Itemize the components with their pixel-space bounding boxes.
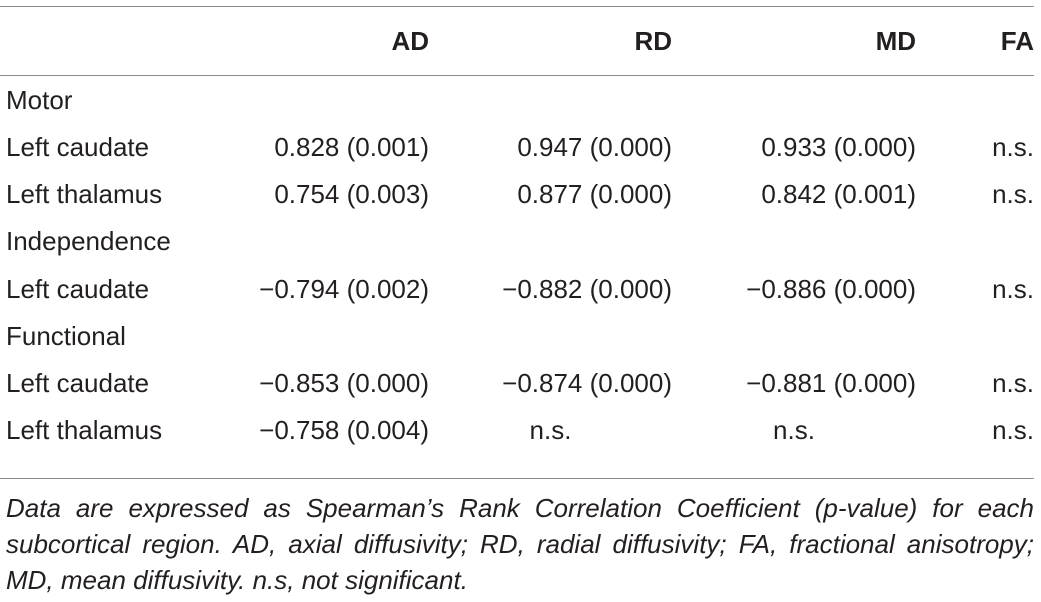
cell-fa: n.s. [992,273,1034,304]
cell-fa: n.s. [992,131,1034,162]
row-label: Left caudate [6,131,150,162]
cell-ad: −0.853 (0.000) [259,368,429,399]
cell-rd: 0.947 (0.000) [517,131,672,162]
cell-ad: 0.754 (0.003) [274,179,429,210]
table-row: Left caudate −0.853 (0.000) −0.874 (0.00… [0,360,1034,407]
cell-rd: 0.877 (0.000) [517,179,672,210]
cell-ad: −0.794 (0.002) [259,273,429,304]
table-group-row: Functional [0,312,1034,359]
table-row: Left thalamus −0.758 (0.004) n.s. n.s. n… [0,407,1034,454]
table-header-row: AD RD MD FA [0,7,1034,75]
cell-md: 0.933 (0.000) [761,131,916,162]
top-rule [0,6,1034,7]
header-row-label [0,7,200,75]
cell-ad: −0.758 (0.004) [259,415,429,446]
header-ad: AD [391,26,429,56]
table-group-row: Independence [0,218,1034,265]
header-fa: FA [1000,26,1034,56]
row-label: Left caudate [6,368,150,399]
table-row: Left thalamus 0.754 (0.003) 0.877 (0.000… [0,171,1034,218]
cell-fa: n.s. [992,368,1034,399]
cell-md: n.s. [773,415,815,446]
header-md: MD [875,26,916,56]
row-label: Left thalamus [6,179,163,210]
table-footnote: Data are expressed as Spearman’s Rank Co… [6,493,1034,595]
cell-fa: n.s. [992,179,1034,210]
cell-ad: 0.828 (0.001) [274,131,429,162]
cell-md: −0.881 (0.000) [746,368,916,399]
table-row: Left caudate 0.828 (0.001) 0.947 (0.000)… [0,123,1034,170]
table-row: Left caudate −0.794 (0.002) −0.882 (0.00… [0,265,1034,312]
table-group-row: Motor [0,75,1034,123]
correlation-table: AD RD MD FA Motor Left caudate 0.828 (0.… [0,7,1034,454]
group-label-functional: Functional [6,320,126,351]
cell-md: 0.842 (0.001) [761,179,916,210]
header-rule [0,75,1034,76]
cell-md: −0.886 (0.000) [746,273,916,304]
cell-rd: −0.882 (0.000) [502,273,672,304]
row-label: Left thalamus [6,415,163,446]
group-label-independence: Independence [6,226,171,257]
cell-rd: −0.874 (0.000) [502,368,672,399]
row-label: Left caudate [6,273,150,304]
cell-rd: n.s. [529,415,572,446]
bottom-rule [0,478,1034,479]
group-label-motor: Motor [6,84,73,115]
cell-fa: n.s. [992,415,1034,446]
header-rd: RD [634,26,672,56]
